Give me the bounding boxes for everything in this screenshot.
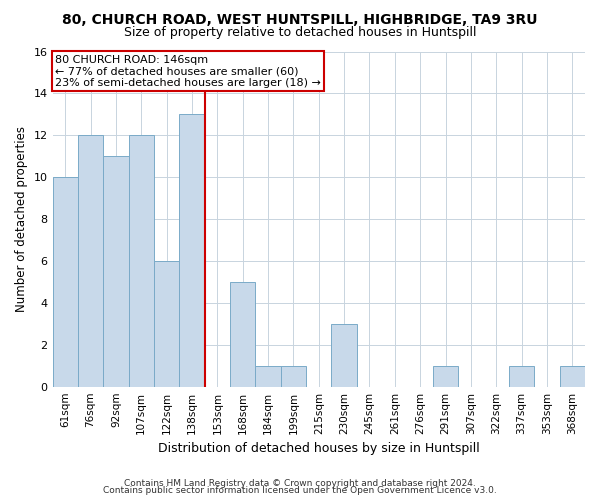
Bar bbox=[331, 324, 357, 386]
Bar bbox=[128, 136, 154, 386]
Text: Size of property relative to detached houses in Huntspill: Size of property relative to detached ho… bbox=[124, 26, 476, 39]
Bar bbox=[281, 366, 306, 386]
Bar bbox=[433, 366, 458, 386]
Bar bbox=[78, 136, 103, 386]
Bar bbox=[256, 366, 281, 386]
Text: Contains HM Land Registry data © Crown copyright and database right 2024.: Contains HM Land Registry data © Crown c… bbox=[124, 478, 476, 488]
Bar bbox=[560, 366, 585, 386]
Bar bbox=[53, 177, 78, 386]
Text: 80, CHURCH ROAD, WEST HUNTSPILL, HIGHBRIDGE, TA9 3RU: 80, CHURCH ROAD, WEST HUNTSPILL, HIGHBRI… bbox=[62, 12, 538, 26]
Y-axis label: Number of detached properties: Number of detached properties bbox=[15, 126, 28, 312]
Text: Contains public sector information licensed under the Open Government Licence v3: Contains public sector information licen… bbox=[103, 486, 497, 495]
Text: 80 CHURCH ROAD: 146sqm
← 77% of detached houses are smaller (60)
23% of semi-det: 80 CHURCH ROAD: 146sqm ← 77% of detached… bbox=[55, 54, 321, 88]
Bar bbox=[230, 282, 256, 387]
Bar bbox=[179, 114, 205, 386]
Bar bbox=[103, 156, 128, 386]
Bar bbox=[509, 366, 534, 386]
Bar bbox=[154, 261, 179, 386]
X-axis label: Distribution of detached houses by size in Huntspill: Distribution of detached houses by size … bbox=[158, 442, 479, 455]
